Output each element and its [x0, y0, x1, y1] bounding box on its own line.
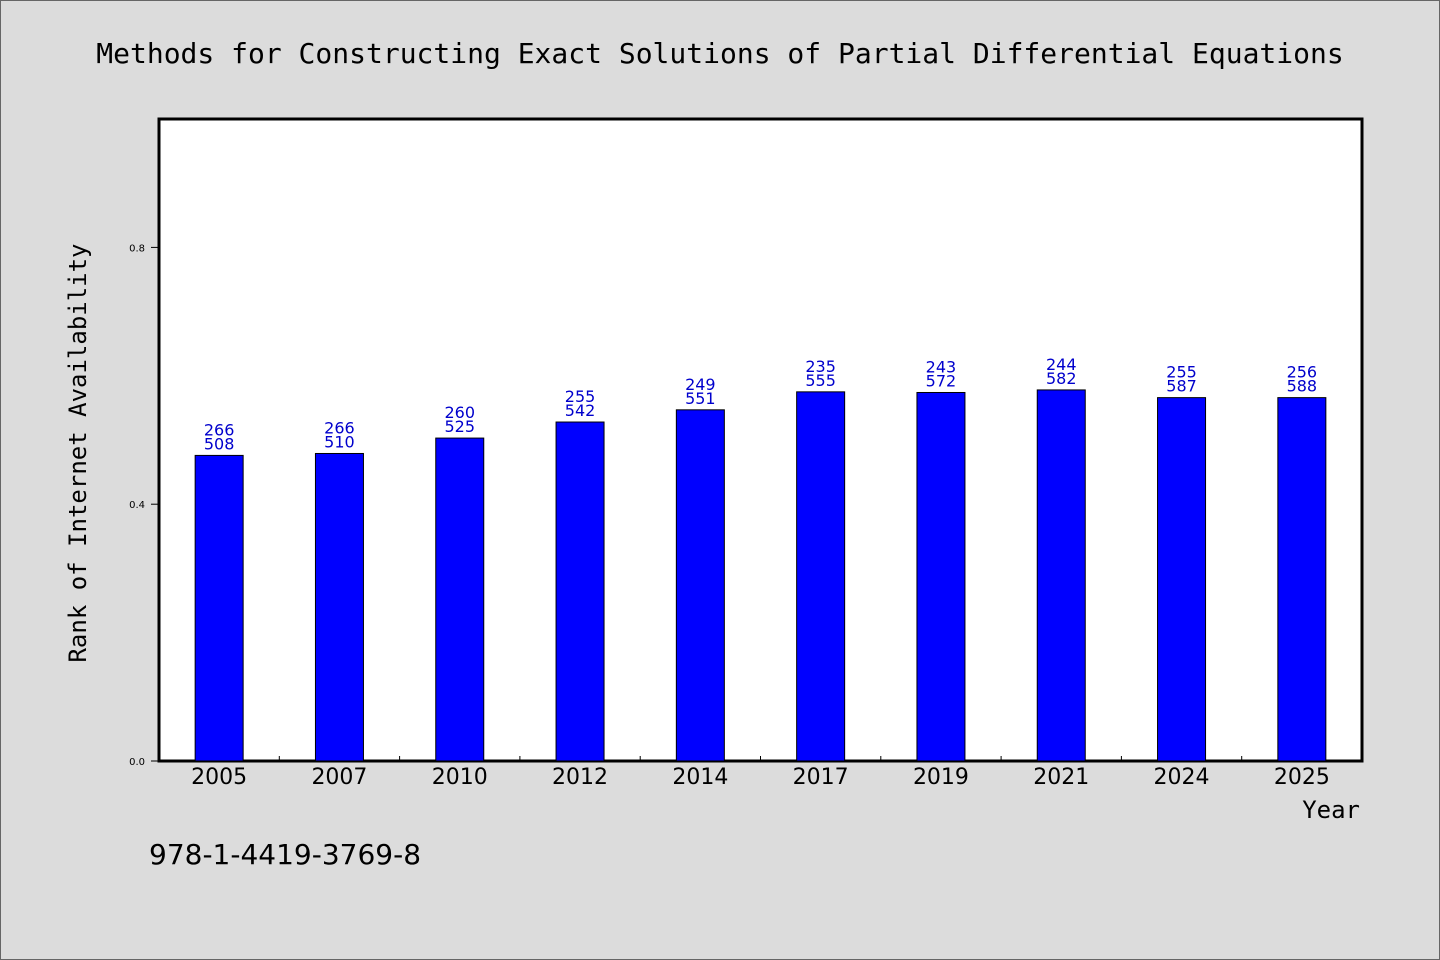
bar-label-top: 249 — [685, 375, 716, 394]
bar-label-bottom: 542 — [565, 401, 596, 420]
y-axis: 0.0 0.4 0.8 — [129, 243, 159, 768]
y-axis-label: Rank of Internet Availability — [64, 243, 92, 662]
bar-label-top: 243 — [926, 357, 957, 376]
bar-label-top: 235 — [805, 357, 836, 376]
x-tick-label: 2021 — [1033, 765, 1089, 790]
bar-label-bottom: 551 — [685, 389, 716, 408]
bar-labels: 2665082665102605252555422495512355552435… — [204, 355, 1317, 453]
bar-label-top: 255 — [1166, 363, 1197, 382]
bar-label-bottom: 525 — [444, 417, 475, 436]
bar-label-top: 256 — [1287, 363, 1318, 382]
bar-label-bottom: 572 — [926, 371, 957, 390]
bar — [435, 437, 485, 762]
x-axis-label: Year — [1302, 796, 1360, 824]
bar — [314, 452, 364, 762]
bar — [675, 409, 725, 762]
bar — [1277, 397, 1327, 762]
bar — [194, 454, 244, 762]
bar-label-top: 266 — [324, 418, 355, 437]
x-tick-label: 2024 — [1154, 765, 1210, 790]
y-tick-label: 0.8 — [129, 243, 145, 254]
x-tick-label: 2005 — [191, 765, 247, 790]
x-tick-label: 2010 — [432, 765, 488, 790]
bar — [796, 391, 846, 762]
bar — [916, 391, 966, 762]
bar-label-top: 266 — [204, 420, 235, 439]
bar-label-bottom: 510 — [324, 432, 355, 451]
bar-label-bottom: 508 — [204, 434, 235, 453]
x-tick-label: 2025 — [1274, 765, 1330, 790]
bar — [1157, 397, 1207, 762]
bar-label-top: 255 — [565, 387, 596, 406]
bar-label-bottom: 588 — [1287, 377, 1318, 396]
bar-label-bottom: 555 — [805, 371, 836, 390]
x-tick-label: 2014 — [672, 765, 728, 790]
x-tick-label: 2017 — [793, 765, 849, 790]
x-tick-label: 2007 — [311, 765, 367, 790]
chart-title: Methods for Constructing Exact Solutions… — [96, 37, 1343, 70]
bar-label-bottom: 582 — [1046, 369, 1077, 388]
x-tick-label: 2012 — [552, 765, 608, 790]
x-axis: 2005 2007 2010 2012 2014 2017 2019 2021 2024 2025 — [191, 756, 1330, 790]
bar — [1036, 389, 1086, 762]
bars — [194, 389, 1327, 762]
bar-label-top: 244 — [1046, 355, 1077, 374]
x-tick-label: 2019 — [913, 765, 969, 790]
bar-label-bottom: 587 — [1166, 377, 1197, 396]
footer-isbn: 978-1-4419-3769-8 — [149, 838, 421, 871]
bar-label-top: 260 — [444, 403, 475, 422]
y-tick-label: 0.0 — [129, 757, 145, 768]
bar — [555, 421, 605, 762]
y-tick-label: 0.4 — [129, 500, 145, 511]
